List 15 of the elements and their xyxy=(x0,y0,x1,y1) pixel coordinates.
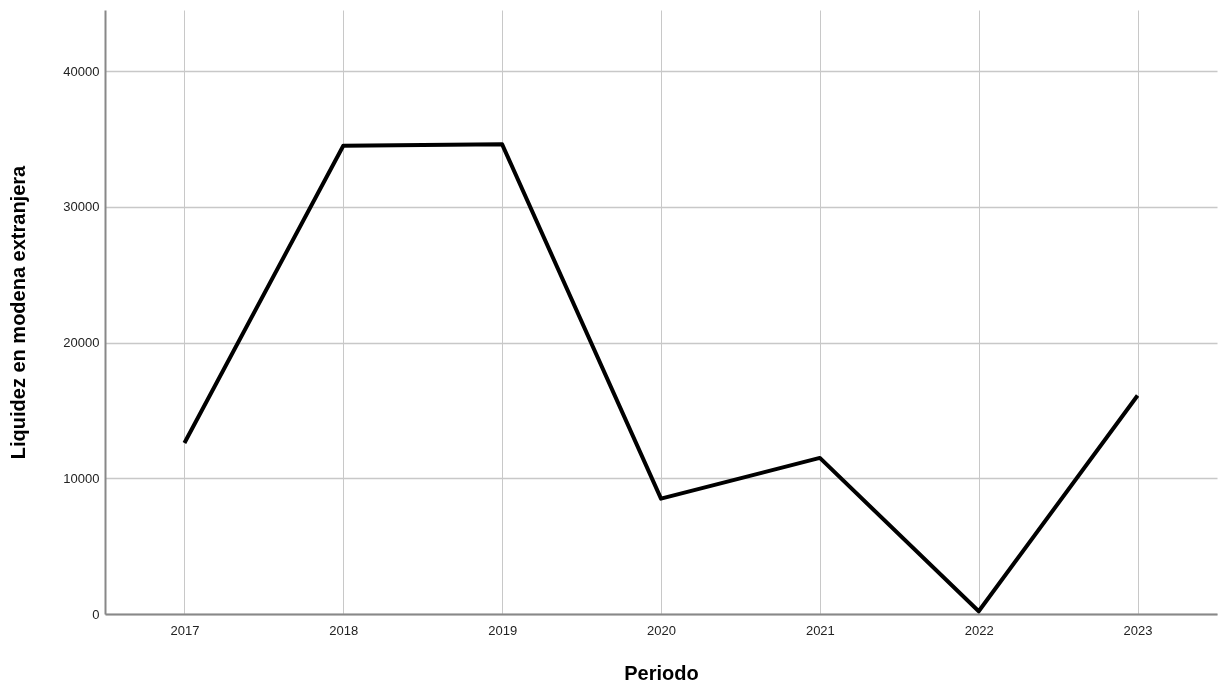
x-axis-title: Periodo xyxy=(624,661,699,684)
x-tick-label: 2017 xyxy=(170,622,200,638)
y-tick-label: 10000 xyxy=(63,470,100,486)
y-tick-label: 40000 xyxy=(63,63,100,79)
x-tick-label: 2023 xyxy=(1123,622,1153,638)
y-tick-label: 0 xyxy=(92,606,100,622)
x-tick-label: 2020 xyxy=(647,622,676,638)
x-tick-label: 2019 xyxy=(488,622,518,638)
x-tick-label: 2021 xyxy=(805,622,835,638)
x-tick-label: 2018 xyxy=(329,622,359,638)
x-tick-label: 2022 xyxy=(964,622,994,638)
line-series xyxy=(182,142,1140,614)
y-axis-title: Liquidez en modena extranjera xyxy=(7,164,30,460)
y-tick-label: 20000 xyxy=(63,335,100,351)
y-tick-label: 30000 xyxy=(63,199,100,215)
